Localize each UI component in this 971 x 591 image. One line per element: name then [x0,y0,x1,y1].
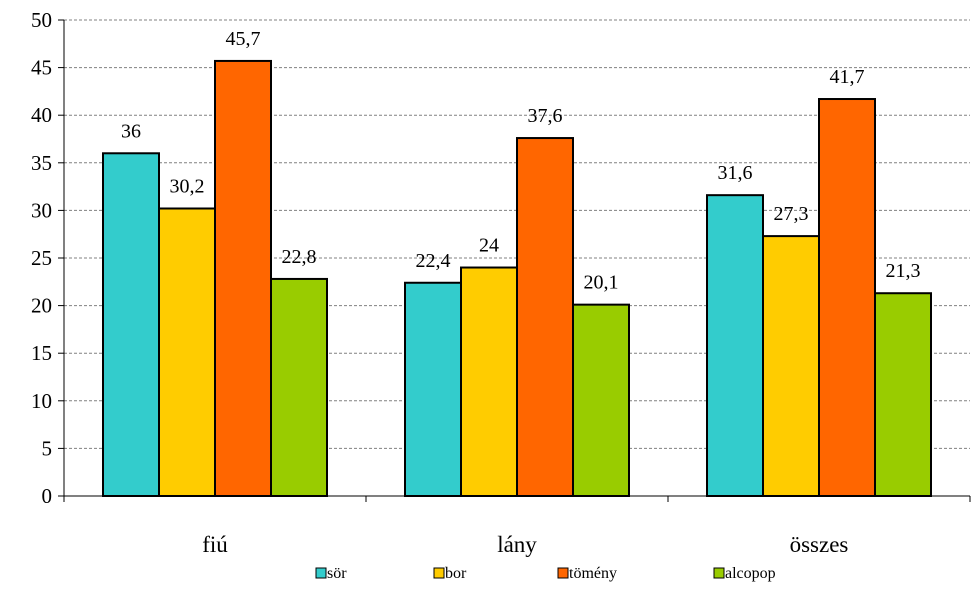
x-category-label: összes [790,532,849,557]
legend-swatch [713,567,725,579]
bar [706,194,764,497]
bar [460,266,518,497]
data-label: 27,3 [774,203,809,225]
data-label: 22,4 [416,250,451,272]
bar [818,98,876,498]
data-label: 36 [121,120,141,142]
data-label: 22,8 [282,246,317,268]
data-label: 30,2 [170,175,205,197]
data-label: 45,7 [226,28,261,50]
y-tick-label: 15 [31,341,52,365]
y-tick-label: 10 [31,389,52,413]
data-label: 21,3 [886,260,921,282]
legend-swatch [557,567,569,579]
y-tick-label: 45 [31,56,52,80]
bar [158,207,216,497]
data-label: 41,7 [830,66,865,88]
bar [404,281,462,498]
y-tick-label: 40 [31,103,52,127]
y-tick-label: 25 [31,246,52,270]
legend-swatch [315,567,327,579]
legend-label: alcopop [725,565,776,582]
y-tick-label: 5 [42,436,53,460]
bar [572,303,630,498]
legend-swatch [433,567,445,579]
y-tick-label: 30 [31,198,52,222]
bar [874,292,932,497]
x-category-label: lány [497,532,537,557]
legend-label: sör [327,565,347,582]
data-label: 20,1 [584,272,619,294]
legend-label: tömény [569,565,617,582]
bar [102,152,160,497]
data-label: 24 [479,235,499,257]
x-category-label: fiú [202,532,228,557]
bar [516,137,574,497]
y-tick-label: 35 [31,151,52,175]
y-tick-label: 50 [31,8,52,32]
bar [270,277,328,497]
y-tick-label: 20 [31,294,52,318]
bar [214,59,272,497]
y-tick-label: 0 [42,484,53,508]
data-label: 31,6 [718,162,753,184]
bar [762,235,820,497]
data-label: 37,6 [528,105,563,127]
legend-label: bor [445,565,467,582]
